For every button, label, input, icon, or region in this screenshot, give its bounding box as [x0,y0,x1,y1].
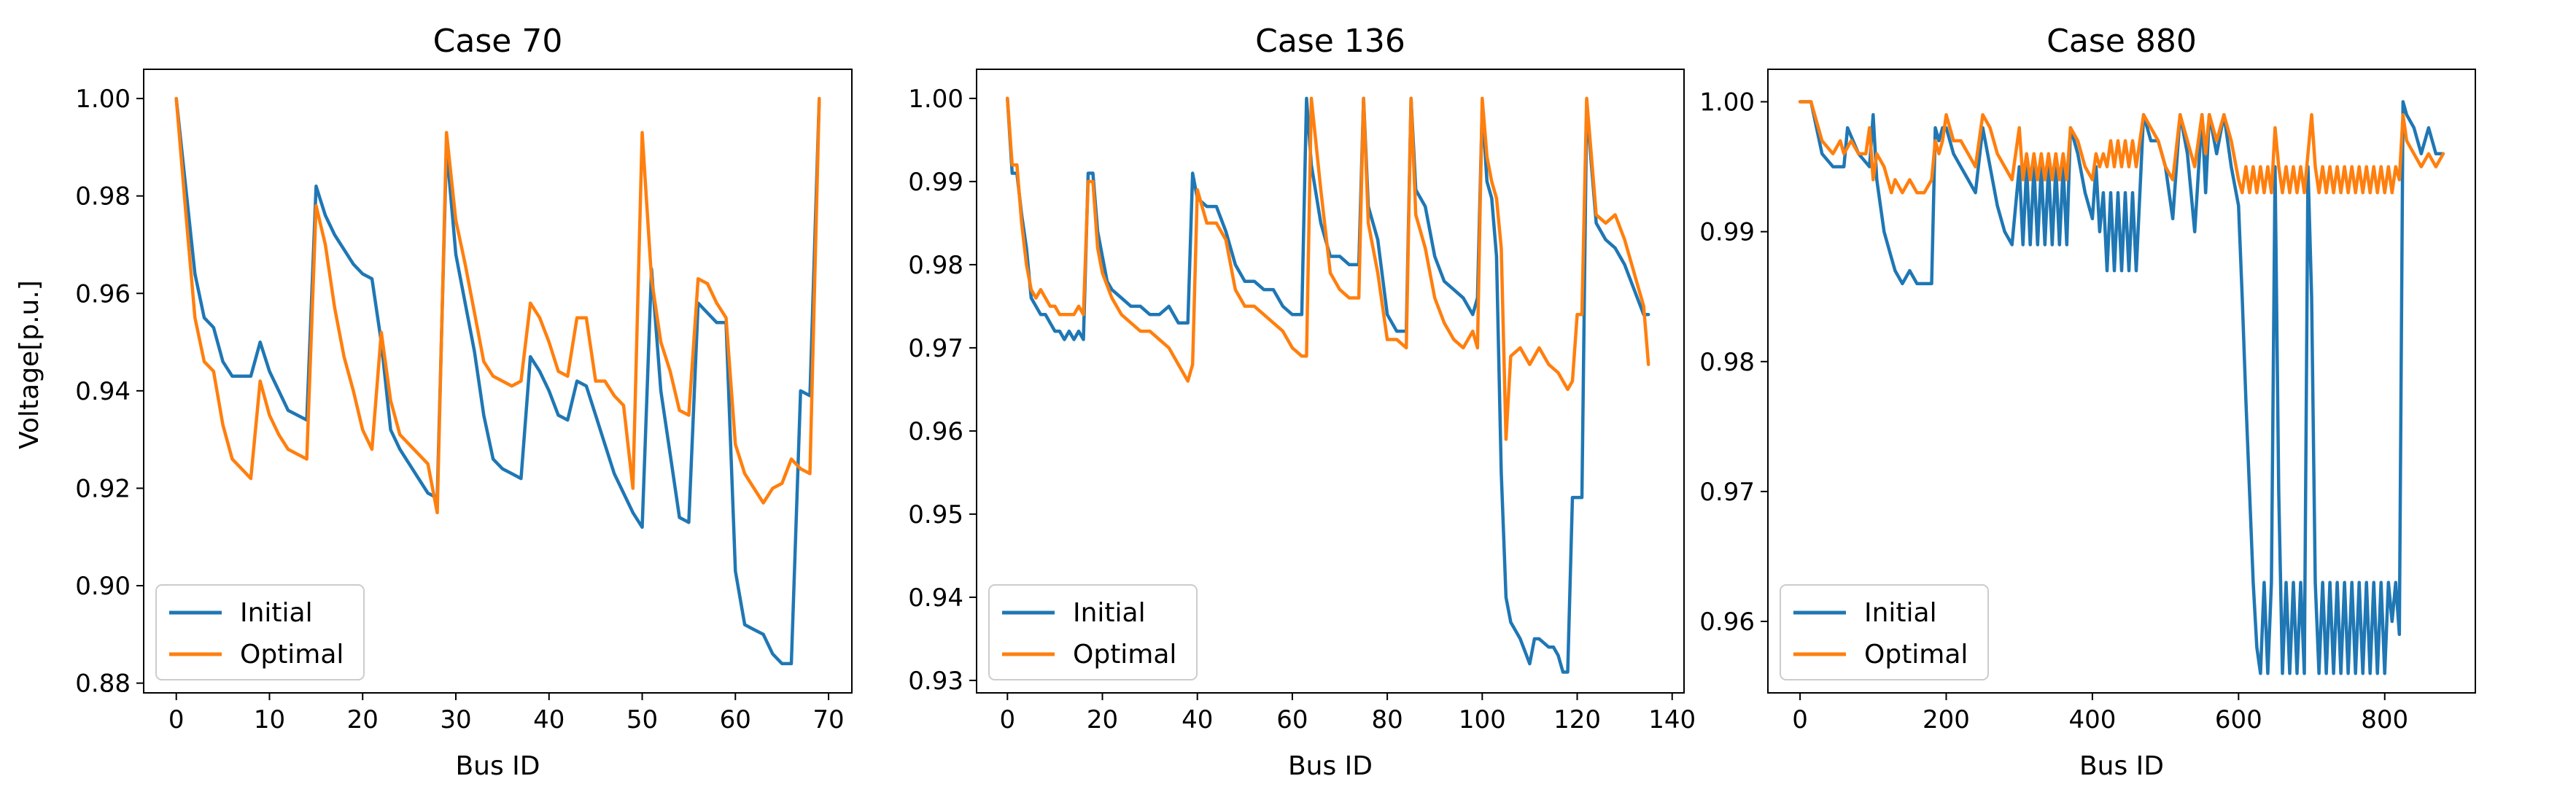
y-tick-label: 0.95 [908,500,963,529]
x-tick-label: 20 [347,705,379,734]
x-tick-label: 10 [254,705,285,734]
subplots: Case 70 0 10 20 30 40 50 60 70 0.88 0.90 0.92 0.94 0.… [75,23,2476,781]
x-tick-label: 40 [1182,705,1213,734]
x-tick-label: 120 [1553,705,1601,734]
chart-title: Case 880 [2047,23,2197,60]
legend-label-initial: Initial [240,598,313,628]
x-tick-label: 100 [1459,705,1506,734]
x-tick-label: 140 [1648,705,1696,734]
y-tick-label: 0.94 [908,583,963,613]
x-axis-label: Bus ID [2079,751,2164,781]
subplot-1: Case 70 0 10 20 30 40 50 60 70 0.88 0.90 0.92 0.94 0.… [75,23,853,781]
y-tick-label: 0.97 [1699,478,1755,507]
axes-frame [976,69,1685,694]
legend: Initial Optimal [155,584,365,680]
legend-label-optimal: Optimal [1073,640,1176,670]
y-tick-label: 0.99 [908,168,963,197]
y-tick-label: 0.96 [75,279,131,309]
y-tick-label: 0.98 [75,182,131,212]
y-tick-label: 0.98 [908,251,963,280]
series-line-initial [1006,96,1650,674]
legend: Initial Optimal [1780,584,1989,680]
chart-title: Case 70 [433,23,563,60]
y-axis-label: Voltage[p.u.] [15,280,44,449]
series-line-optimal [174,96,821,515]
y-tick-label: 0.90 [75,572,131,601]
y-tick-label: 0.92 [75,474,131,503]
x-tick-label: 20 [1087,705,1118,734]
series-line-optimal [1006,96,1650,441]
y-tick-label: 0.93 [908,667,963,696]
legend: Initial Optimal [988,584,1198,680]
chart-title: Case 136 [1255,23,1405,60]
legend-label-optimal: Optimal [240,640,344,670]
legend-label-initial: Initial [1864,598,1937,628]
y-tick-label: 0.96 [908,417,963,446]
x-tick-label: 50 [626,705,658,734]
subplot-3: Case 880 0 200 400 600 800 0.96 0.97 0.98 0.99 1.0… [1699,23,2476,781]
x-tick-label: 0 [1792,705,1808,734]
x-axis-label: Bus ID [455,751,540,781]
x-tick-label: 40 [533,705,565,734]
x-tick-label: 0 [999,705,1015,734]
y-tick-label: 0.97 [908,334,963,363]
legend-label-initial: Initial [1073,598,1146,628]
series-line-initial [174,96,821,666]
series-line-optimal [1798,100,2445,195]
y-tick-label: 1.00 [1699,88,1755,117]
x-axis-label: Bus ID [1288,751,1373,781]
x-tick-label: 70 [812,705,844,734]
x-tick-label: 60 [720,705,751,734]
x-tick-label: 60 [1276,705,1308,734]
x-tick-label: 80 [1371,705,1403,734]
y-tick-label: 0.94 [75,377,131,406]
y-tick-label: 0.88 [75,670,131,699]
x-tick-label: 600 [2215,705,2262,734]
y-tick-label: 0.98 [1699,348,1755,377]
y-tick-label: 1.00 [908,85,963,114]
x-tick-label: 400 [2068,705,2116,734]
x-tick-label: 200 [1923,705,1970,734]
axes-frame [1767,69,2476,694]
legend-label-optimal: Optimal [1864,640,1968,670]
y-tick-label: 1.00 [75,85,131,114]
x-tick-label: 30 [440,705,471,734]
y-tick-label: 0.99 [1699,218,1755,247]
x-tick-label: 0 [168,705,185,734]
y-tick-label: 0.96 [1699,608,1755,637]
subplot-2: Case 136 0 20 40 60 80 100 120 140 0.93 0.94 0.95 0.… [908,23,1696,781]
axes-frame [143,69,853,694]
x-tick-label: 800 [2361,705,2408,734]
